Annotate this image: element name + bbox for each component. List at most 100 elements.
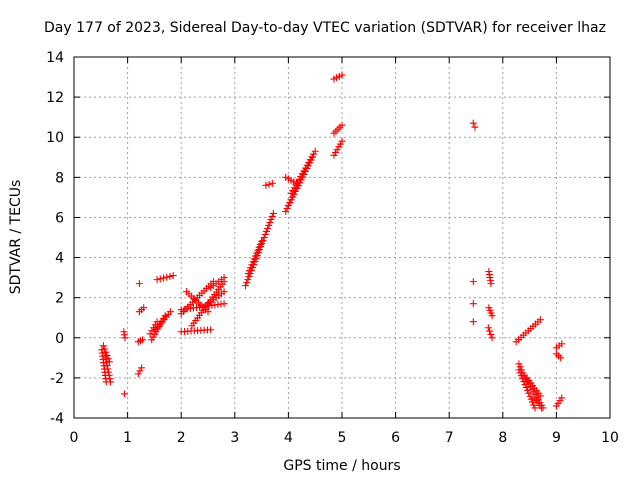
data-point: [484, 324, 492, 332]
x-tick-label: 2: [177, 430, 186, 446]
data-point: [204, 308, 212, 316]
data-point: [106, 375, 114, 383]
data-point: [536, 392, 544, 400]
data-point: [250, 255, 258, 263]
grid-lines: [74, 57, 610, 418]
data-point: [135, 280, 143, 288]
data-point: [469, 318, 477, 326]
data-point: [104, 365, 112, 373]
data-point: [102, 358, 110, 366]
data-point: [148, 327, 156, 335]
data-point: [515, 366, 523, 374]
x-tick-label: 0: [70, 430, 79, 446]
data-point: [104, 368, 112, 376]
data-point: [253, 249, 261, 257]
data-point: [254, 246, 262, 254]
data-point: [267, 215, 275, 223]
x-tick-label: 7: [445, 430, 454, 446]
data-point: [486, 327, 494, 335]
data-point: [338, 121, 346, 129]
data-point: [487, 280, 495, 288]
data-point: [338, 71, 346, 79]
data-point: [139, 336, 147, 344]
data-point: [146, 330, 154, 338]
chart-title: Day 177 of 2023, Sidereal Day-to-day VTE…: [44, 20, 606, 36]
y-axis-label: SDTVAR / TECUs: [8, 180, 24, 295]
data-point: [488, 334, 496, 342]
x-tick-label: 4: [284, 430, 293, 446]
data-point: [488, 312, 496, 320]
data-point: [220, 274, 228, 282]
data-point: [269, 209, 277, 217]
data-point: [247, 264, 255, 272]
data-point: [140, 304, 148, 312]
data-point: [134, 370, 142, 378]
data-point: [166, 272, 174, 280]
data-point: [522, 383, 530, 391]
data-point: [101, 345, 109, 353]
data-point: [527, 395, 535, 403]
data-point: [161, 312, 169, 320]
data-point: [245, 267, 253, 275]
data-point: [487, 330, 495, 338]
data-point: [248, 261, 256, 269]
data-point: [220, 288, 228, 296]
x-tick-label: 6: [391, 430, 400, 446]
data-point: [526, 392, 534, 400]
data-point: [120, 390, 128, 398]
data-point: [102, 348, 110, 356]
data-point: [153, 276, 161, 284]
data-point: [262, 227, 270, 235]
data-point: [259, 237, 267, 245]
data-point: [557, 354, 565, 362]
data-point: [311, 147, 319, 155]
y-tick-label: -2: [50, 371, 64, 387]
data-point: [99, 342, 107, 350]
y-tick-label: -4: [50, 411, 64, 427]
y-tick-label: 10: [46, 130, 64, 146]
data-point: [166, 308, 174, 316]
data-point: [249, 258, 257, 266]
data-point: [268, 212, 276, 220]
data-point: [242, 282, 250, 290]
data-point: [163, 273, 171, 281]
x-tick-label: 8: [498, 430, 507, 446]
data-point: [258, 238, 266, 246]
data-point: [516, 363, 524, 371]
data-point: [256, 240, 264, 248]
x-tick-labels: 0 1 2 3 4 5 6 7 8 9 10: [70, 430, 619, 446]
y-tick-label: 0: [55, 331, 64, 347]
data-point: [244, 270, 252, 278]
data-point: [469, 300, 477, 308]
data-point: [338, 137, 346, 145]
data-point: [515, 360, 523, 368]
data-point: [265, 180, 273, 188]
data-point: [558, 340, 566, 348]
data-point: [106, 378, 114, 386]
data-point: [469, 119, 477, 127]
x-tick-label: 9: [552, 430, 561, 446]
data-point: [255, 243, 263, 251]
data-point: [525, 389, 533, 397]
data-point: [531, 404, 539, 412]
data-point: [105, 371, 113, 379]
x-tick-label: 5: [338, 430, 347, 446]
data-point: [207, 326, 215, 334]
data-point: [471, 123, 479, 131]
data-point: [121, 334, 129, 342]
data-point: [169, 272, 177, 280]
data-point: [537, 404, 545, 412]
data-point: [136, 367, 144, 375]
data-point: [558, 394, 566, 402]
y-tick-label: 2: [55, 291, 64, 307]
y-tick-label: 14: [46, 50, 64, 66]
data-point: [528, 398, 536, 406]
data-point: [268, 179, 276, 187]
data-point: [265, 221, 273, 229]
data-point: [244, 276, 252, 284]
data-point: [103, 362, 111, 370]
data-point: [245, 273, 253, 281]
data-point: [261, 230, 269, 238]
x-tick-label: 3: [230, 430, 239, 446]
